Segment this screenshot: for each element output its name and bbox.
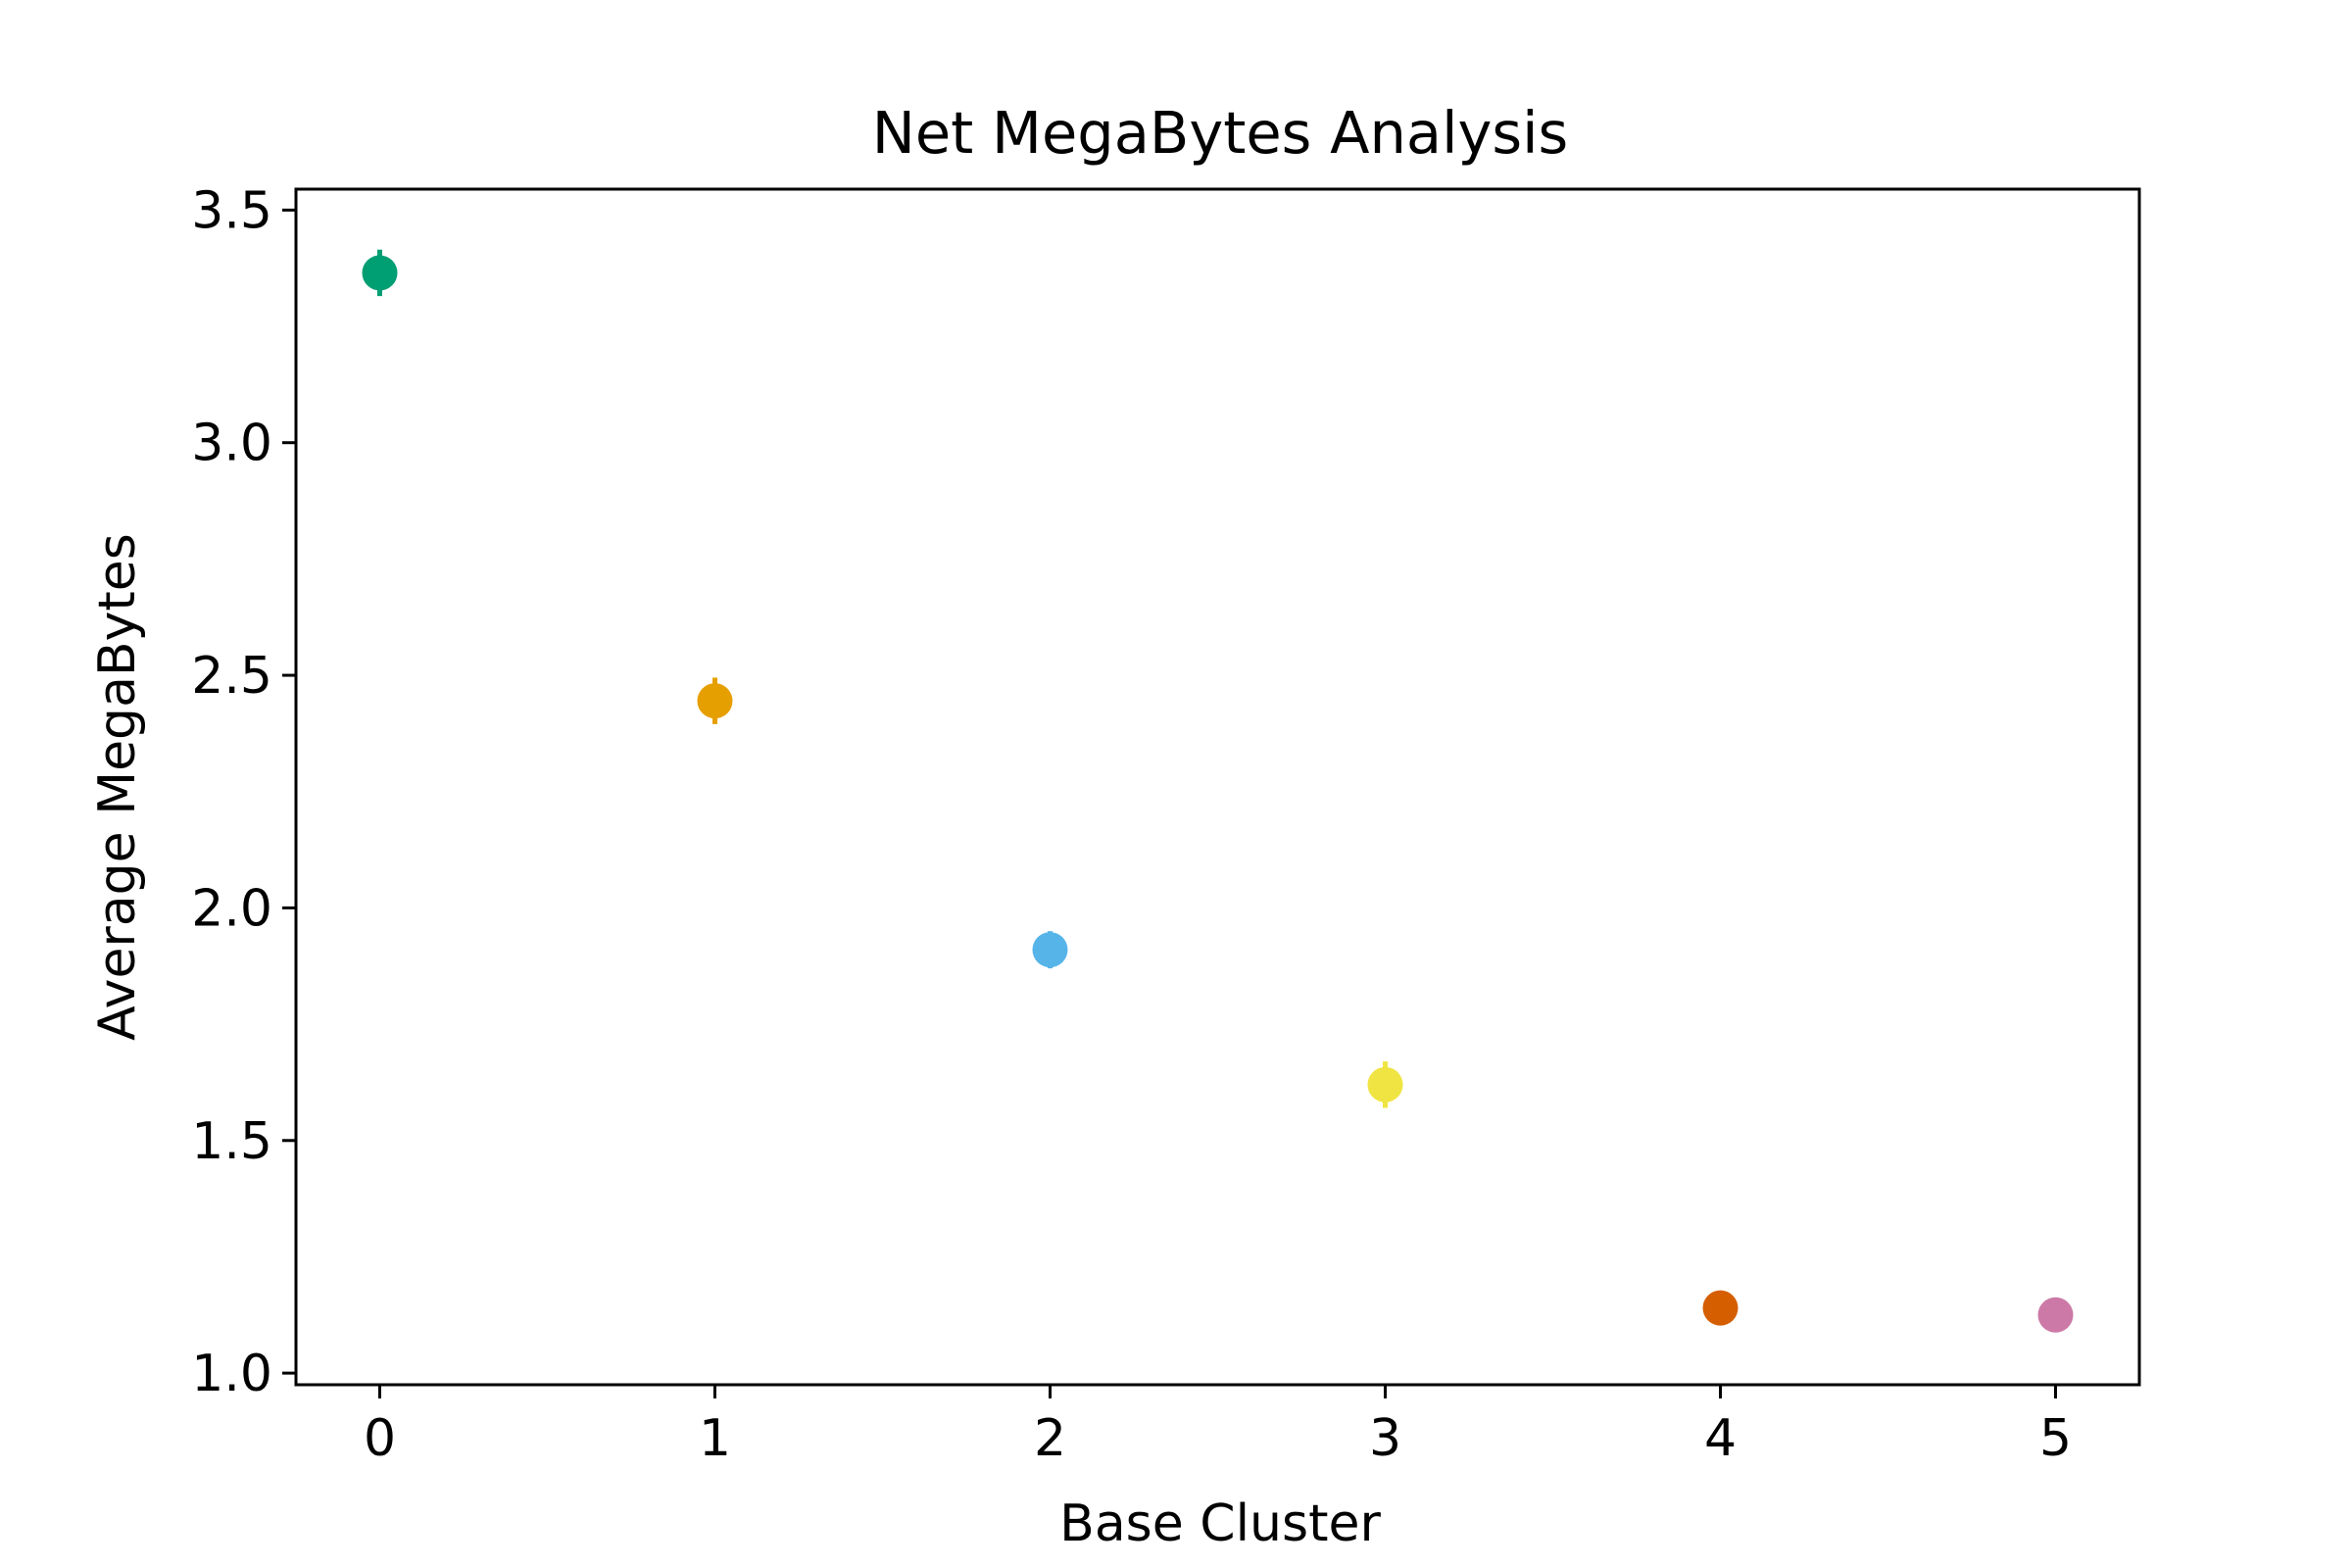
data-point-group-5	[2037, 1297, 2074, 1333]
ticks-layer: 0 1 2 3 4 5 1.0 1.5 2.0 2.5 3.0 3.5	[191, 181, 2072, 1468]
data-point-group-0	[362, 249, 398, 297]
data-point-group-3	[1367, 1061, 1403, 1108]
data-point-2	[1032, 932, 1068, 968]
data-point-group-4	[1702, 1290, 1739, 1326]
data-point-group-2	[1032, 931, 1068, 969]
y-tick-label-0: 1.0	[191, 1345, 272, 1403]
y-tick-label-3: 2.5	[191, 647, 272, 706]
x-tick-label-5: 5	[2039, 1409, 2072, 1468]
y-axis-label: Average MegaBytes	[88, 533, 147, 1041]
y-tick-label-2: 2.0	[191, 879, 272, 938]
x-tick-label-3: 3	[1369, 1409, 1401, 1468]
plot-frame	[294, 187, 2141, 1387]
chart-title: Net MegaBytes Analysis	[872, 99, 1569, 167]
data-point-1	[697, 683, 733, 719]
x-tick-label-1: 1	[699, 1409, 731, 1468]
x-tick-label-4: 4	[1704, 1409, 1737, 1468]
data-point-0	[362, 255, 398, 291]
x-tick-label-0: 0	[364, 1409, 396, 1468]
x-axis-label: Base Cluster	[1059, 1494, 1381, 1553]
data-point-4	[1702, 1290, 1739, 1326]
data-point-3	[1367, 1066, 1403, 1102]
y-tick-label-4: 3.0	[191, 415, 272, 473]
x-tick-label-2: 2	[1034, 1409, 1066, 1468]
y-tick-label-5: 3.5	[191, 181, 272, 240]
data-point-group-1	[697, 677, 733, 724]
y-tick-label-1: 1.5	[191, 1112, 272, 1171]
points-layer	[362, 249, 2074, 1333]
data-point-5	[2037, 1297, 2074, 1333]
